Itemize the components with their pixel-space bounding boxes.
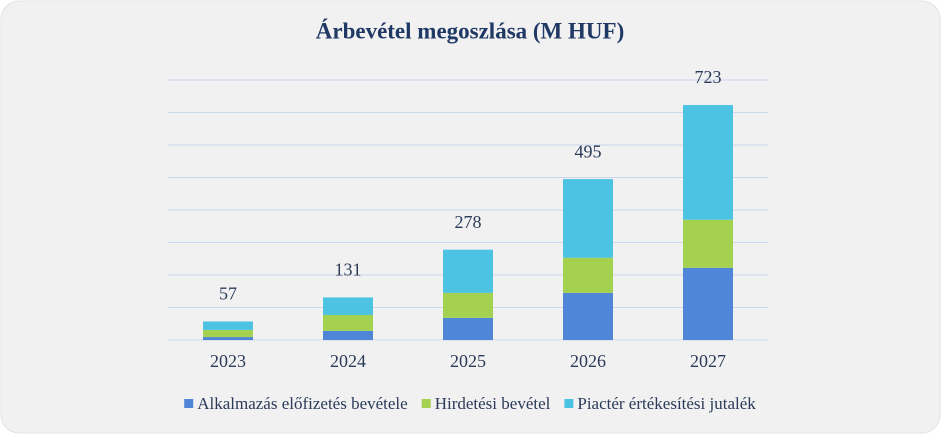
- bar-segment: [563, 292, 613, 340]
- legend-swatch: [184, 399, 194, 408]
- bar-segment: [443, 317, 493, 340]
- bar-segment: [203, 321, 253, 330]
- total-label: 723: [695, 67, 722, 87]
- bar-segment: [323, 314, 373, 331]
- bar-segment: [203, 337, 253, 340]
- chart-title: Árbevétel megoszlása (M HUF): [316, 18, 624, 43]
- bar-segment: [683, 267, 733, 340]
- bar-segment: [683, 219, 733, 268]
- bar-segment: [563, 179, 613, 258]
- total-label: 131: [335, 260, 362, 280]
- x-tick-label: 2024: [330, 351, 366, 371]
- bar-segment: [563, 257, 613, 293]
- legend-swatch: [564, 399, 574, 408]
- bar-segment: [443, 249, 493, 293]
- legend-swatch: [421, 399, 431, 408]
- bar-segment: [443, 292, 493, 318]
- x-tick-label: 2027: [690, 351, 726, 371]
- total-label: 57: [219, 284, 237, 304]
- bar-segment: [323, 330, 373, 340]
- x-tick-label: 2023: [210, 351, 246, 371]
- bar-segment: [683, 105, 733, 220]
- x-tick-label: 2026: [570, 351, 606, 371]
- bar-segment: [323, 297, 373, 315]
- legend-label: Hirdetési bevétel: [435, 394, 551, 413]
- bar-segment: [203, 329, 253, 338]
- legend-label: Piactér értékesítési jutalék: [577, 394, 756, 413]
- total-label: 278: [455, 212, 482, 232]
- x-tick-label: 2025: [450, 351, 486, 371]
- legend-label: Alkalmazás előfizetés bevétele: [197, 394, 408, 413]
- total-label: 495: [575, 141, 602, 161]
